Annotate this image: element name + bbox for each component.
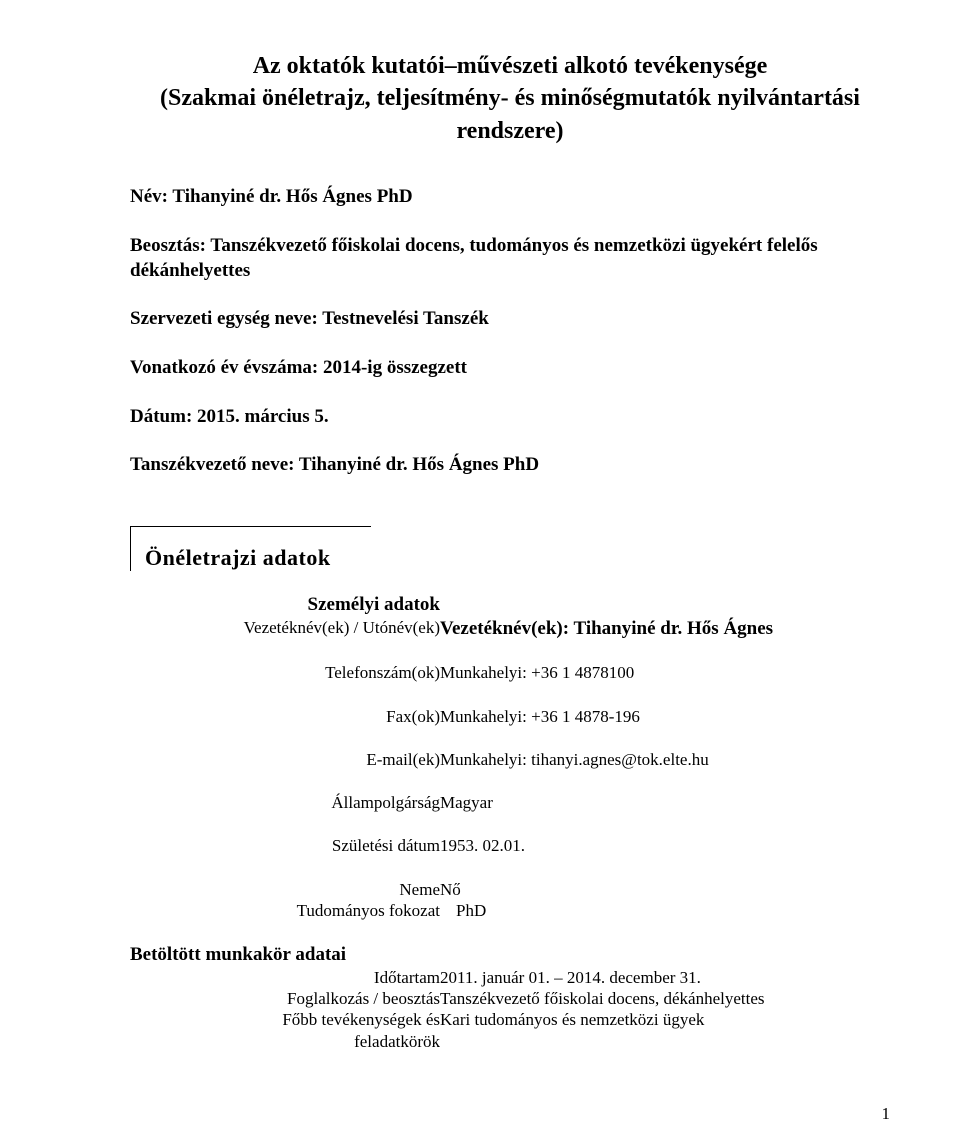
duration-row: Időtartam 2011. január 01. – 2014. decem… (130, 967, 890, 988)
activities-label-2: feladatkörök (130, 1031, 440, 1052)
email-row: E-mail(ek) Munkahelyi: tihanyi.agnes@tok… (130, 749, 890, 770)
meta-position: Beosztás: Tanszékvezető főiskolai docens… (130, 234, 890, 283)
gender-row: Neme Nő (130, 879, 890, 900)
personal-heading: Személyi adatok (130, 593, 440, 617)
title-line-3: rendszere) (130, 115, 890, 147)
birth-value: 1953. 02.01. (440, 835, 890, 856)
title-line-1: Az oktatók kutatói–művészeti alkotó tevé… (130, 50, 890, 82)
birth-label: Születési dátum (130, 835, 440, 856)
activities-label-1: Főbb tevékenységek és (130, 1009, 440, 1030)
activities-value: Kari tudományos és nemzetközi ügyek (440, 1009, 890, 1030)
page-number: 1 (882, 1104, 891, 1124)
meta-block: Név: Tihanyiné dr. Hős Ágnes PhD Beosztá… (130, 185, 890, 478)
citizenship-value: Magyar (440, 792, 890, 813)
phone-value: Munkahelyi: +36 1 4878100 (440, 662, 890, 683)
degree-label: Tudományos fokozat (130, 900, 440, 921)
job-heading: Betöltött munkakör adatai (130, 943, 440, 967)
meta-name: Név: Tihanyiné dr. Hős Ágnes PhD (130, 185, 890, 210)
citizenship-row: Állampolgárság Magyar (130, 792, 890, 813)
activities-row-1: Főbb tevékenységek és Kari tudományos és… (130, 1009, 890, 1030)
duration-value: 2011. január 01. – 2014. december 31. (440, 967, 890, 988)
meta-unit: Szervezeti egység neve: Testnevelési Tan… (130, 307, 890, 332)
meta-year: Vonatkozó év évszáma: 2014-ig összegzett (130, 356, 890, 381)
job-heading-row: Betöltött munkakör adatai (130, 943, 890, 967)
gender-value: Nő (440, 879, 890, 900)
document-title: Az oktatók kutatói–művészeti alkotó tevé… (130, 50, 890, 147)
meta-head: Tanszékvezető neve: Tihanyiné dr. Hős Ág… (130, 453, 890, 478)
phone-row: Telefonszám(ok) Munkahelyi: +36 1 487810… (130, 662, 890, 683)
occupation-row: Foglalkozás / beosztás Tanszékvezető fői… (130, 988, 890, 1009)
citizenship-label: Állampolgárság (130, 792, 440, 813)
duration-label: Időtartam (130, 967, 440, 988)
meta-date: Dátum: 2015. március 5. (130, 405, 890, 430)
cv-table: Személyi adatok Vezetéknév(ek) / Utónév(… (130, 593, 890, 1052)
name-row: Vezetéknév(ek) / Utónév(ek) Vezetéknév(e… (130, 617, 890, 641)
cv-section-box: Önéletrajzi adatok (130, 526, 371, 571)
fax-value: Munkahelyi: +36 1 4878-196 (440, 706, 890, 727)
personal-heading-row: Személyi adatok (130, 593, 890, 617)
gender-label: Neme (130, 879, 440, 900)
fax-row: Fax(ok) Munkahelyi: +36 1 4878-196 (130, 706, 890, 727)
activities-row-2: feladatkörök (130, 1031, 890, 1052)
fax-label: Fax(ok) (130, 706, 440, 727)
occupation-value: Tanszékvezető főiskolai docens, dékánhel… (440, 988, 890, 1009)
cv-section-title: Önéletrajzi adatok (145, 545, 331, 570)
phone-label: Telefonszám(ok) (130, 662, 440, 683)
degree-row: Tudományos fokozat PhD (130, 900, 890, 921)
email-value: Munkahelyi: tihanyi.agnes@tok.elte.hu (440, 749, 890, 770)
degree-value: PhD (440, 900, 890, 921)
birth-row: Születési dátum 1953. 02.01. (130, 835, 890, 856)
name-value: Vezetéknév(ek): Tihanyiné dr. Hős Ágnes (440, 617, 890, 641)
occupation-label: Foglalkozás / beosztás (130, 988, 440, 1009)
email-label: E-mail(ek) (130, 749, 440, 770)
title-line-2: (Szakmai önéletrajz, teljesítmény- és mi… (130, 82, 890, 114)
name-label: Vezetéknév(ek) / Utónév(ek) (130, 617, 440, 641)
